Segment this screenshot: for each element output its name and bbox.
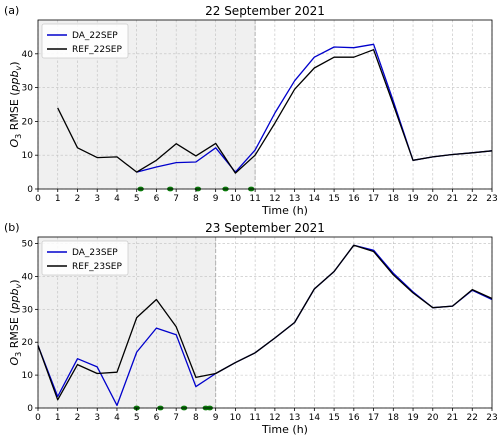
y-axis-label: O3 RMSE (ppbv)	[8, 279, 23, 365]
y-tick-label: 30	[22, 84, 34, 94]
y-tick-label: 10	[22, 151, 34, 161]
x-tick-label: 7	[173, 413, 179, 423]
y-axis-label-part: ppb	[8, 70, 21, 92]
x-tick-label: 13	[289, 413, 300, 423]
panel-a: 0 1 2 3 4 5 6 7 8 9 10 11 12 13 14 15 16 17 18 19 20 21 22 2301…	[4, 4, 498, 217]
legend-label: REF_22SEP	[72, 45, 122, 55]
x-tick-label: 18	[388, 194, 400, 204]
x-tick-label: 14	[309, 413, 321, 423]
y-axis-label-part: O	[8, 357, 21, 366]
x-tick-label: 10	[230, 194, 242, 204]
y-tick-label: 20	[22, 338, 34, 348]
legend-label: DA_22SEP	[72, 31, 118, 41]
panel-b: 0 1 2 3 4 5 6 7 8 9 10 11 12 13 14 15 16 17 18 19 20 21 22 2301…	[4, 221, 498, 436]
series-line-ref_23sep	[37, 244, 493, 401]
x-tick-label: 23	[486, 413, 497, 423]
x-tick-label: 21	[447, 194, 458, 204]
panel-label: (a)	[4, 4, 19, 17]
y-axis-label-part: 3	[14, 352, 23, 357]
x-tick-label: 11	[249, 194, 260, 204]
x-axis-label: Time (h)	[261, 204, 308, 217]
x-tick-label: 9	[213, 413, 219, 423]
x-tick-label: 3	[94, 413, 100, 423]
y-tick-label: 10	[22, 371, 34, 381]
x-tick-label: 4	[114, 194, 120, 204]
panel-label: (b)	[4, 221, 20, 234]
y-tick-label: 40	[22, 272, 34, 282]
x-tick-label: 21	[447, 413, 458, 423]
x-tick-label: 13	[289, 194, 300, 204]
x-tick-label: 11	[249, 413, 260, 423]
x-tick-label: 17	[368, 194, 379, 204]
x-tick-label: 20	[427, 413, 439, 423]
x-tick-label: 4	[114, 413, 120, 423]
chart-title: 23 September 2021	[205, 221, 325, 235]
y-axis-label-part: ppb	[8, 288, 21, 310]
x-tick-label: 10	[230, 413, 242, 423]
legend-label: DA_23SEP	[72, 248, 118, 258]
legend: DA_22SEP REF_22SEP	[41, 23, 129, 59]
x-tick-label: 12	[269, 413, 280, 423]
x-tick-label: 8	[193, 194, 199, 204]
x-tick-label: 8	[193, 413, 199, 423]
x-tick-label: 5	[134, 413, 140, 423]
x-tick-label: 17	[368, 413, 379, 423]
x-tick-label: 5	[134, 194, 140, 204]
x-tick-label: 16	[348, 194, 360, 204]
x-tick-label: 20	[427, 194, 439, 204]
legend-label: REF_23SEP	[72, 262, 122, 272]
y-axis-label-part: RMSE (	[8, 309, 21, 351]
legend: DA_23SEP REF_23SEP	[41, 240, 129, 276]
y-tick-label: 20	[22, 117, 34, 127]
axes-frame	[37, 236, 493, 409]
x-tick-label: 2	[75, 194, 81, 204]
x-tick-label: 7	[173, 194, 179, 204]
y-axis-label-part: O	[8, 139, 21, 148]
x-tick-label: 16	[348, 413, 360, 423]
y-axis-label: O3 RMSE (ppbv)	[8, 61, 23, 147]
y-tick-label: 30	[22, 305, 34, 315]
x-tick-label: 1	[55, 194, 61, 204]
x-tick-label: 22	[467, 413, 478, 423]
x-tick-label: 0	[35, 194, 41, 204]
chart-title: 22 September 2021	[205, 4, 325, 18]
series-line-ref_22sep	[57, 49, 493, 174]
x-tick-label: 19	[407, 194, 419, 204]
x-tick-label: 1	[55, 413, 61, 423]
axes-frame	[37, 19, 493, 190]
x-tick-label: 3	[94, 194, 100, 204]
x-tick-label: 9	[213, 194, 219, 204]
x-tick-label: 0	[35, 413, 41, 423]
x-axis-label: Time (h)	[261, 423, 308, 436]
y-axis-label-part: )	[8, 279, 21, 283]
y-axis-label-part: v	[14, 283, 23, 288]
x-tick-label: 18	[388, 413, 400, 423]
x-tick-label: 15	[328, 413, 339, 423]
y-axis-label-part: 3	[14, 134, 23, 139]
y-tick-label: 40	[22, 50, 34, 60]
x-tick-label: 15	[328, 194, 339, 204]
x-tick-label: 6	[154, 413, 160, 423]
y-tick-label: 50	[22, 240, 34, 250]
y-axis-label-part: v	[14, 65, 23, 70]
y-axis-label-part: )	[8, 61, 21, 65]
x-tick-label: 2	[75, 413, 81, 423]
x-tick-label: 12	[269, 194, 280, 204]
x-tick-label: 6	[154, 194, 160, 204]
x-tick-label: 19	[407, 413, 419, 423]
x-tick-label: 22	[467, 194, 478, 204]
y-tick-label: 0	[27, 404, 33, 414]
y-axis-label-part: RMSE (	[8, 91, 21, 133]
y-tick-label: 0	[27, 185, 33, 195]
x-tick-label: 23	[486, 194, 497, 204]
x-tick-label: 14	[309, 194, 321, 204]
